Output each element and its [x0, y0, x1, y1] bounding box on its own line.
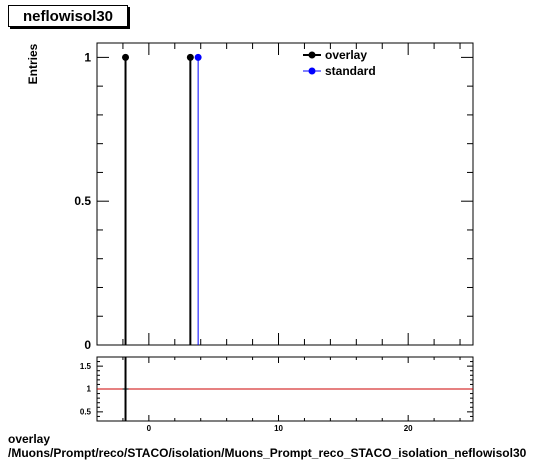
- plot-frame: [96, 42, 474, 346]
- y-tick-label: 0.5: [80, 408, 92, 417]
- main-plot: 0 0.5 1 Entries overlay standard: [26, 42, 474, 352]
- footer-path: /Muons/Prompt/reco/STACO/isolation/Muons…: [8, 446, 527, 460]
- y-tick-label: 0: [84, 338, 91, 352]
- data-point: [194, 53, 202, 61]
- y-tick-label: 1.5: [80, 362, 92, 371]
- y-tick-label: 0.5: [74, 194, 91, 208]
- legend-label: overlay: [325, 48, 367, 62]
- x-tick-label: 0: [147, 424, 152, 433]
- y-axis-label: Entries: [26, 43, 40, 84]
- legend-marker: [308, 67, 316, 75]
- x-tick-label: 10: [274, 424, 283, 433]
- legend-marker: [308, 51, 316, 59]
- y-tick-label: 1: [84, 50, 91, 64]
- x-tick-label: 20: [404, 424, 413, 433]
- footer-label: overlay: [8, 432, 51, 446]
- y-tick-label: 1: [87, 385, 92, 394]
- ratio-plot: 0.5 1 1.5 0 10 20: [80, 356, 474, 433]
- legend-label: standard: [325, 64, 376, 78]
- data-point: [186, 53, 194, 61]
- data-point: [122, 53, 130, 61]
- page-title: neflowisol30: [8, 5, 128, 27]
